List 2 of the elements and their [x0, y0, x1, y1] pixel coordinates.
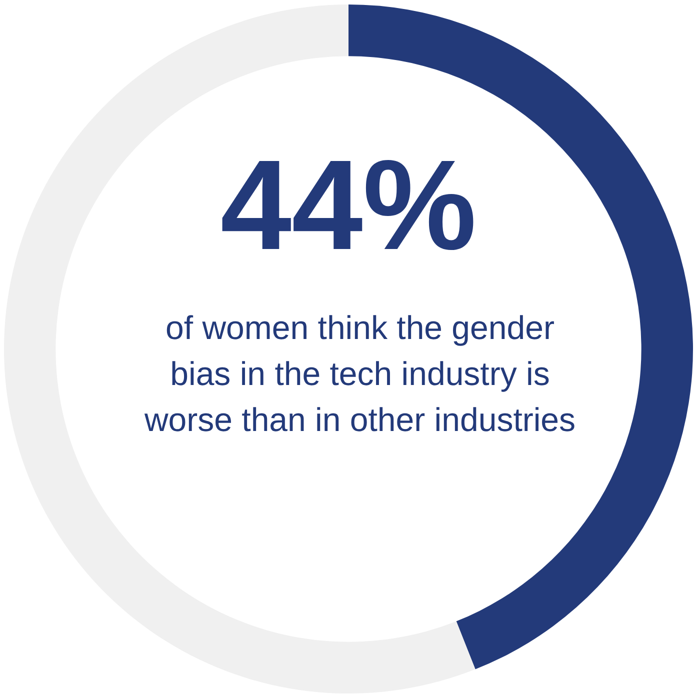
text: of women think the gender bias in the tech industry is worse than in other industries: [143, 308, 577, 440]
data-label: 44%: [220, 134, 477, 277]
